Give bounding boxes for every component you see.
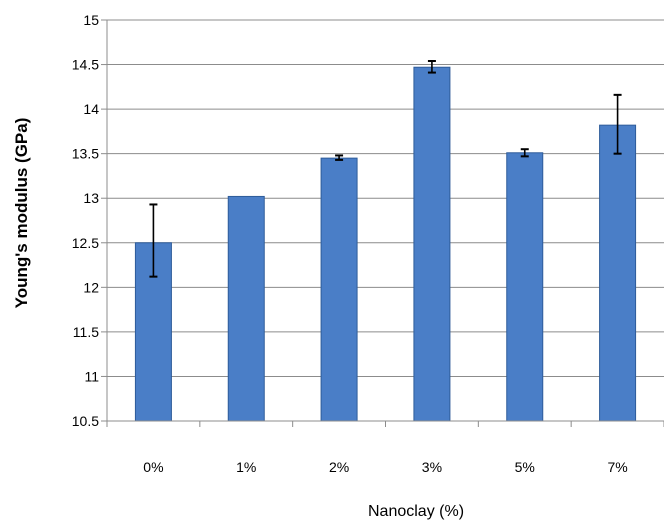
x-tick-label: 7% (607, 459, 627, 475)
x-tick-label: 1% (236, 459, 256, 475)
bars (134, 66, 637, 422)
y-axis-title: Young's modulus (GPa) (12, 118, 31, 309)
y-tick-labels: 10.5 11 11.5 12 12.5 13 13.5 14 14.5 15 (72, 12, 99, 429)
bar-7pct (599, 124, 637, 422)
y-tick-label: 12 (83, 279, 99, 295)
x-tick-label: 5% (515, 459, 535, 475)
y-tick-label: 13 (83, 190, 99, 206)
x-tick-label: 0% (143, 459, 163, 475)
x-tick-label: 2% (329, 459, 349, 475)
axes (101, 19, 664, 427)
y-tick-label: 12.5 (72, 235, 99, 251)
x-tick-labels: 0% 1% 2% 3% 5% 7% (143, 459, 627, 475)
y-tick-label: 14.5 (72, 57, 99, 73)
y-tick-label: 13.5 (72, 146, 99, 162)
x-tick-label: 3% (422, 459, 442, 475)
y-tick-label: 14 (83, 101, 99, 117)
gridlines (107, 19, 664, 377)
x-axis-title: Nanoclay (%) (368, 503, 464, 520)
error-bars (149, 59, 622, 278)
y-tick-label: 11.5 (73, 324, 99, 340)
bar-5pct (506, 152, 544, 422)
y-tick-label: 11 (84, 368, 99, 384)
y-tick-label: 10.5 (72, 413, 99, 429)
bar-3pct (413, 66, 451, 422)
bar-2pct (320, 157, 358, 422)
bar-1pct (227, 195, 265, 422)
y-tick-label: 15 (83, 12, 99, 28)
